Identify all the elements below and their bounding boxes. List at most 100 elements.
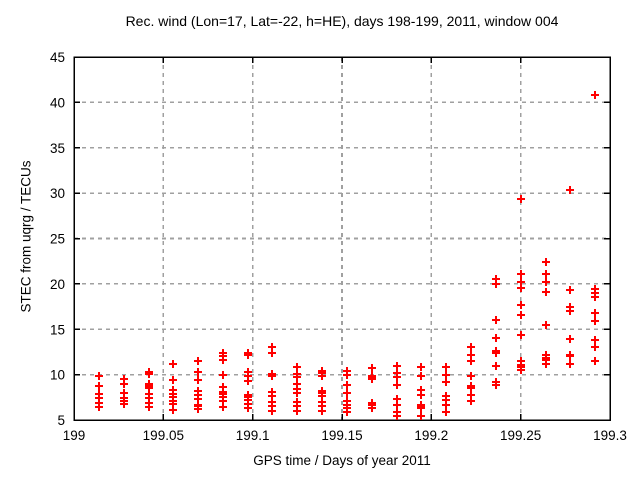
data-point-marker bbox=[368, 404, 376, 412]
x-tick-label: 199.25 bbox=[500, 428, 541, 443]
data-point-marker bbox=[442, 378, 450, 386]
data-point-marker bbox=[467, 397, 475, 405]
data-point-marker bbox=[492, 362, 500, 370]
data-point-marker bbox=[492, 349, 500, 357]
data-point-marker bbox=[169, 406, 177, 414]
data-point-marker bbox=[492, 316, 500, 324]
data-point-marker bbox=[542, 360, 550, 368]
data-point-marker bbox=[244, 404, 252, 412]
data-point-marker bbox=[219, 356, 227, 364]
data-point-marker bbox=[194, 405, 202, 413]
data-point-marker bbox=[591, 357, 599, 365]
data-point-marker bbox=[368, 364, 376, 372]
data-point-marker bbox=[393, 373, 401, 381]
data-point-marker bbox=[467, 357, 475, 365]
data-point-marker bbox=[517, 301, 525, 309]
data-point-marker bbox=[293, 373, 301, 381]
y-tick-label: 5 bbox=[57, 413, 65, 428]
data-point-marker bbox=[169, 360, 177, 368]
data-point-marker bbox=[517, 311, 525, 319]
data-point-marker bbox=[467, 343, 475, 351]
data-point-marker bbox=[393, 362, 401, 370]
data-point-marker bbox=[95, 372, 103, 380]
data-point-marker bbox=[517, 331, 525, 339]
data-point-marker bbox=[517, 270, 525, 278]
data-point-marker bbox=[293, 389, 301, 397]
data-point-marker bbox=[442, 401, 450, 409]
data-point-marker bbox=[417, 391, 425, 399]
data-point-marker bbox=[591, 336, 599, 344]
data-point-marker bbox=[517, 366, 525, 374]
data-point-marker bbox=[194, 368, 202, 376]
chart-title: Rec. wind (Lon=17, Lat=-22, h=HE), days … bbox=[125, 13, 559, 29]
data-point-marker bbox=[492, 381, 500, 389]
data-point-marker bbox=[343, 408, 351, 416]
data-point-marker bbox=[343, 381, 351, 389]
data-point-marker bbox=[492, 334, 500, 342]
data-point-marker bbox=[566, 335, 574, 343]
data-point-marker bbox=[442, 371, 450, 379]
data-point-marker bbox=[417, 363, 425, 371]
data-points bbox=[95, 91, 599, 420]
axis-ticks bbox=[73, 56, 611, 421]
x-tick-label: 199.2 bbox=[414, 428, 448, 443]
data-point-marker bbox=[268, 372, 276, 380]
y-tick-label: 25 bbox=[50, 232, 65, 247]
data-point-marker bbox=[293, 363, 301, 371]
data-point-marker bbox=[145, 403, 153, 411]
data-point-marker bbox=[566, 186, 574, 194]
data-point-marker bbox=[517, 195, 525, 203]
data-point-marker bbox=[442, 363, 450, 371]
grid-lines bbox=[74, 57, 610, 420]
y-tick-label: 15 bbox=[50, 322, 65, 337]
y-tick-label: 35 bbox=[50, 141, 65, 156]
data-point-marker bbox=[95, 403, 103, 411]
axis-tick-labels: 199 199.05 199.1 199.15 199.2 199.25 199.3 5 10 1… bbox=[50, 50, 627, 443]
x-tick-label: 199.1 bbox=[236, 428, 270, 443]
data-point-marker bbox=[542, 258, 550, 266]
data-point-marker bbox=[492, 280, 500, 288]
x-tick-label: 199.3 bbox=[593, 428, 627, 443]
data-point-marker bbox=[244, 377, 252, 385]
data-point-marker bbox=[393, 381, 401, 389]
y-tick-label: 45 bbox=[50, 50, 65, 65]
data-point-marker bbox=[417, 412, 425, 420]
data-point-marker bbox=[467, 384, 475, 392]
x-tick-label: 199.05 bbox=[143, 428, 184, 443]
data-point-marker bbox=[566, 307, 574, 315]
data-point-marker bbox=[393, 412, 401, 420]
data-point-marker bbox=[95, 382, 103, 390]
y-tick-label: 30 bbox=[50, 186, 65, 201]
data-point-marker bbox=[343, 371, 351, 379]
data-point-marker bbox=[542, 288, 550, 296]
data-point-marker bbox=[120, 400, 128, 408]
data-point-marker bbox=[244, 351, 252, 359]
data-point-marker bbox=[145, 370, 153, 378]
data-point-marker bbox=[591, 317, 599, 325]
data-point-marker bbox=[442, 408, 450, 416]
data-point-marker bbox=[591, 293, 599, 301]
data-point-marker bbox=[417, 404, 425, 412]
data-point-marker bbox=[318, 407, 326, 415]
data-point-marker bbox=[343, 389, 351, 397]
y-tick-label: 20 bbox=[50, 277, 65, 292]
data-point-marker bbox=[268, 407, 276, 415]
data-point-marker bbox=[542, 278, 550, 286]
data-point-marker bbox=[566, 352, 574, 360]
data-point-marker bbox=[194, 376, 202, 384]
data-point-marker bbox=[393, 401, 401, 409]
data-point-marker bbox=[542, 270, 550, 278]
data-point-marker bbox=[517, 284, 525, 292]
data-point-marker bbox=[293, 407, 301, 415]
data-point-marker bbox=[368, 375, 376, 383]
x-tick-label: 199.15 bbox=[321, 428, 362, 443]
y-tick-label: 40 bbox=[50, 95, 65, 110]
data-point-marker bbox=[591, 91, 599, 99]
data-point-marker bbox=[194, 357, 202, 365]
data-point-marker bbox=[268, 349, 276, 357]
y-tick-label: 10 bbox=[50, 368, 65, 383]
data-point-marker bbox=[566, 360, 574, 368]
data-point-marker bbox=[591, 309, 599, 317]
